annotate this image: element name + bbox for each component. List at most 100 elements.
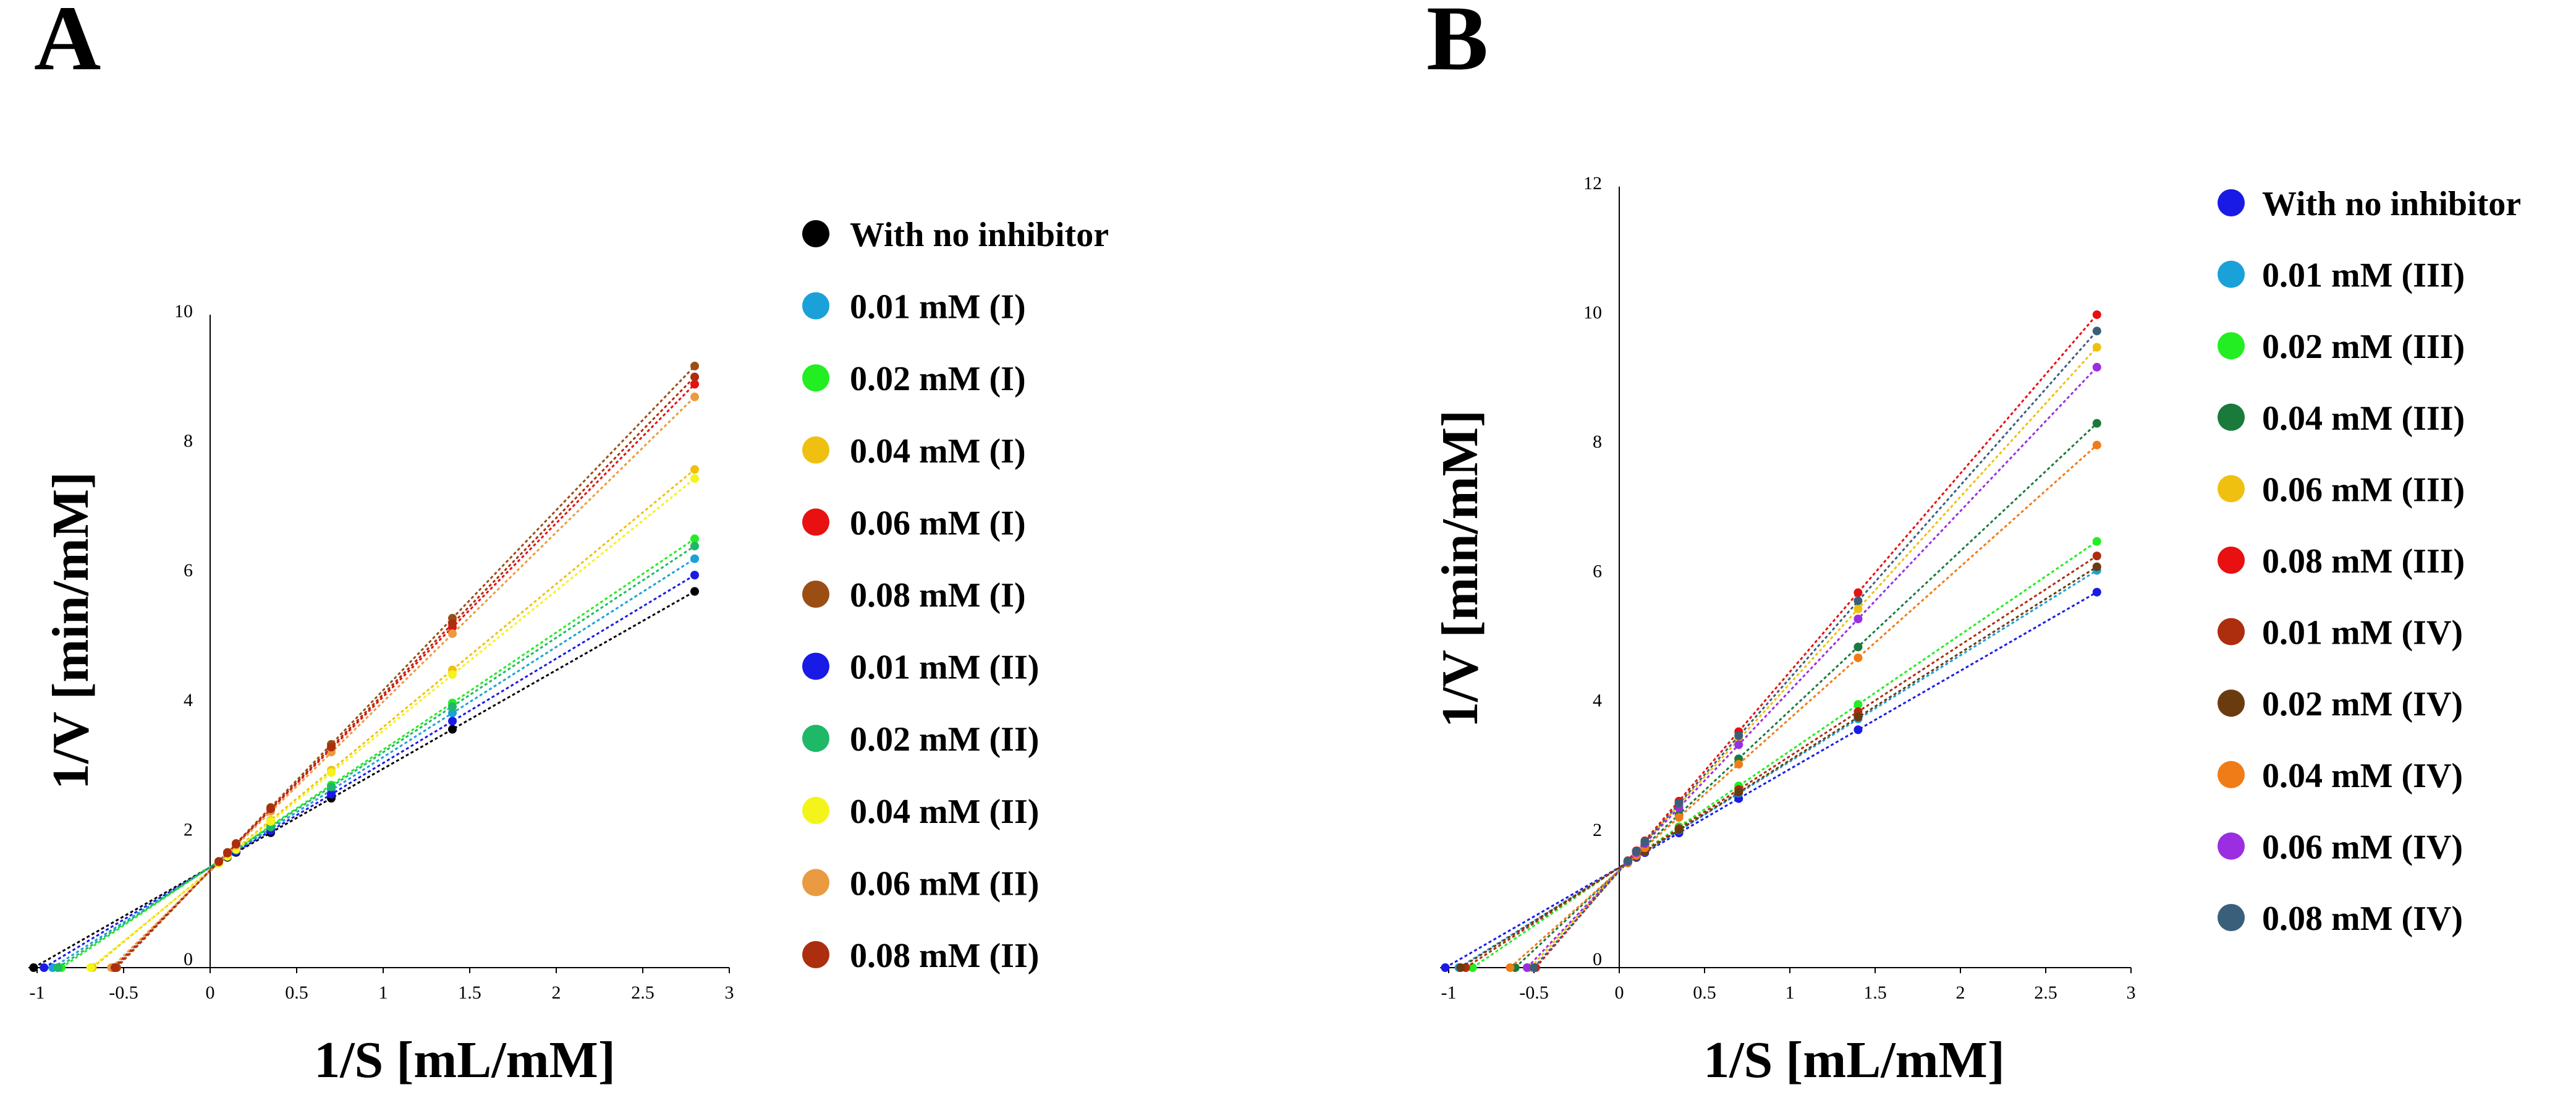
data-point bbox=[266, 804, 275, 814]
legend-label: 0.02 mM (I) bbox=[850, 360, 1026, 398]
data-point bbox=[266, 817, 275, 826]
legend-item: 0.04 mM (I) bbox=[802, 432, 1026, 471]
legend-item: 0.02 mM (III) bbox=[2218, 328, 2465, 366]
legend-label: 0.06 mM (IV) bbox=[2262, 828, 2463, 866]
legend-label: 0.08 mM (I) bbox=[850, 576, 1026, 615]
data-point bbox=[327, 743, 336, 752]
legend-marker bbox=[2218, 260, 2245, 288]
series-line bbox=[1509, 444, 2098, 969]
panel-a-x-tick-label: 1 bbox=[379, 982, 388, 1003]
data-point bbox=[1734, 760, 1743, 769]
series-line bbox=[43, 574, 695, 969]
series-line bbox=[1526, 366, 2098, 969]
panel-b-plot-area: -1 -0.5 0 0.5 1 1.5 2 2.5 3 0 2 4 6 8 10 12 bbox=[1440, 173, 2136, 1003]
data-point bbox=[53, 963, 62, 972]
data-point bbox=[448, 725, 457, 734]
data-point bbox=[1468, 963, 1477, 972]
panel-a-x-tick-label: 0 bbox=[206, 982, 215, 1003]
panel-a-x-tick-label: 2.5 bbox=[631, 982, 655, 1003]
panel-a-x-tick-label: -1 bbox=[30, 982, 45, 1003]
legend-item: With no inhibitor bbox=[2218, 185, 2521, 223]
legend-item: 0.04 mM (III) bbox=[2218, 399, 2465, 438]
panel-a-x-axis-title: 1/S [mL/mM] bbox=[314, 1031, 616, 1089]
panel-a-y-tick-label: 2 bbox=[184, 819, 193, 840]
legend-label: 0.01 mM (II) bbox=[850, 649, 1039, 687]
data-point bbox=[1854, 700, 1863, 709]
legend-item: 0.01 mM (III) bbox=[2218, 257, 2465, 295]
legend-marker bbox=[2218, 761, 2245, 788]
data-point bbox=[2092, 362, 2101, 372]
panel-b-y-tick-label: 2 bbox=[1593, 820, 1602, 840]
legend-item: 0.01 mM (IV) bbox=[2218, 614, 2463, 652]
data-point bbox=[2092, 419, 2101, 428]
data-point bbox=[690, 554, 699, 563]
legend-label: With no inhibitor bbox=[2262, 185, 2521, 223]
panel-a-legend: With no inhibitor 0.01 mM (I) 0.02 mM (I) 0… bbox=[802, 216, 1109, 975]
data-point bbox=[448, 670, 457, 679]
series-line bbox=[1472, 540, 2098, 969]
legend-label: 0.01 mM (III) bbox=[2262, 257, 2465, 295]
panel-a-y-tick-label: 4 bbox=[184, 690, 193, 710]
data-point bbox=[690, 587, 699, 596]
panel-a-x-tick-label: 2 bbox=[552, 982, 561, 1003]
data-point bbox=[448, 717, 457, 726]
panel-b-x-tick-label: 0 bbox=[1615, 982, 1624, 1003]
legend-item: 0.08 mM (II) bbox=[802, 937, 1039, 975]
legend-label: 0.02 mM (IV) bbox=[2262, 685, 2463, 723]
legend-marker bbox=[2218, 618, 2245, 645]
data-point bbox=[1632, 846, 1641, 856]
legend-label: 0.08 mM (II) bbox=[850, 937, 1039, 975]
data-point bbox=[1854, 614, 1863, 623]
data-point bbox=[1530, 963, 1538, 972]
panel-b-x-tick-label: 2.5 bbox=[2034, 982, 2057, 1003]
legend-label: 0.06 mM (III) bbox=[2262, 471, 2465, 509]
series-line bbox=[1535, 313, 2098, 968]
data-point bbox=[1854, 588, 1863, 597]
legend-marker bbox=[802, 220, 829, 247]
panel-a-letter: A bbox=[34, 0, 101, 90]
panel-a-x-tick-label: 0.5 bbox=[285, 982, 308, 1003]
legend-item: 0.02 mM (IV) bbox=[2218, 685, 2463, 723]
legend-marker bbox=[802, 796, 829, 824]
series-line bbox=[1465, 555, 2098, 969]
legend-item: 0.06 mM (IV) bbox=[2218, 828, 2463, 866]
data-point bbox=[690, 465, 699, 474]
panel-b-letter: B bbox=[1426, 0, 1488, 90]
legend-marker bbox=[802, 869, 829, 897]
legend-marker bbox=[802, 652, 829, 680]
panel-a-x-tick-label: 1.5 bbox=[458, 982, 481, 1003]
data-point bbox=[690, 380, 699, 389]
legend-marker bbox=[2218, 547, 2245, 574]
data-point bbox=[690, 372, 699, 381]
legend-marker bbox=[2218, 832, 2245, 860]
panel-b-x-tick-label: -0.5 bbox=[1519, 982, 1549, 1003]
panel-a-plot-area: -1 -0.5 0 0.5 1 1.5 2 2.5 3 0 2 4 6 8 10 bbox=[28, 301, 734, 1003]
data-point bbox=[1674, 799, 1684, 808]
data-point bbox=[40, 963, 49, 972]
series-line bbox=[57, 545, 695, 969]
data-point bbox=[2092, 562, 2101, 571]
legend-label: 0.08 mM (III) bbox=[2262, 542, 2465, 581]
data-point bbox=[690, 571, 699, 580]
data-point bbox=[690, 362, 699, 371]
panel-b-y-tick-label: 6 bbox=[1593, 561, 1602, 581]
panel-a-y-tick-label: 10 bbox=[174, 301, 193, 322]
legend-marker bbox=[802, 581, 829, 608]
panel-a-x-tick-label: -0.5 bbox=[109, 982, 138, 1003]
data-point bbox=[1506, 963, 1515, 972]
legend-item: 0.06 mM (II) bbox=[802, 864, 1039, 903]
data-point bbox=[1734, 740, 1743, 749]
series-line bbox=[111, 396, 696, 969]
legend-marker bbox=[802, 436, 829, 464]
panel-b-y-tick-label: 4 bbox=[1593, 691, 1602, 711]
data-point bbox=[690, 534, 699, 543]
data-point bbox=[2092, 343, 2101, 352]
panel-b-x-tick-label: 3 bbox=[2127, 982, 2136, 1003]
data-point bbox=[2092, 537, 2101, 546]
data-point bbox=[448, 709, 457, 718]
legend-item: 0.08 mM (IV) bbox=[2218, 900, 2463, 938]
data-point bbox=[2092, 440, 2101, 450]
panel-a-y-tick-label: 8 bbox=[184, 431, 193, 451]
series-line bbox=[1444, 591, 2098, 969]
